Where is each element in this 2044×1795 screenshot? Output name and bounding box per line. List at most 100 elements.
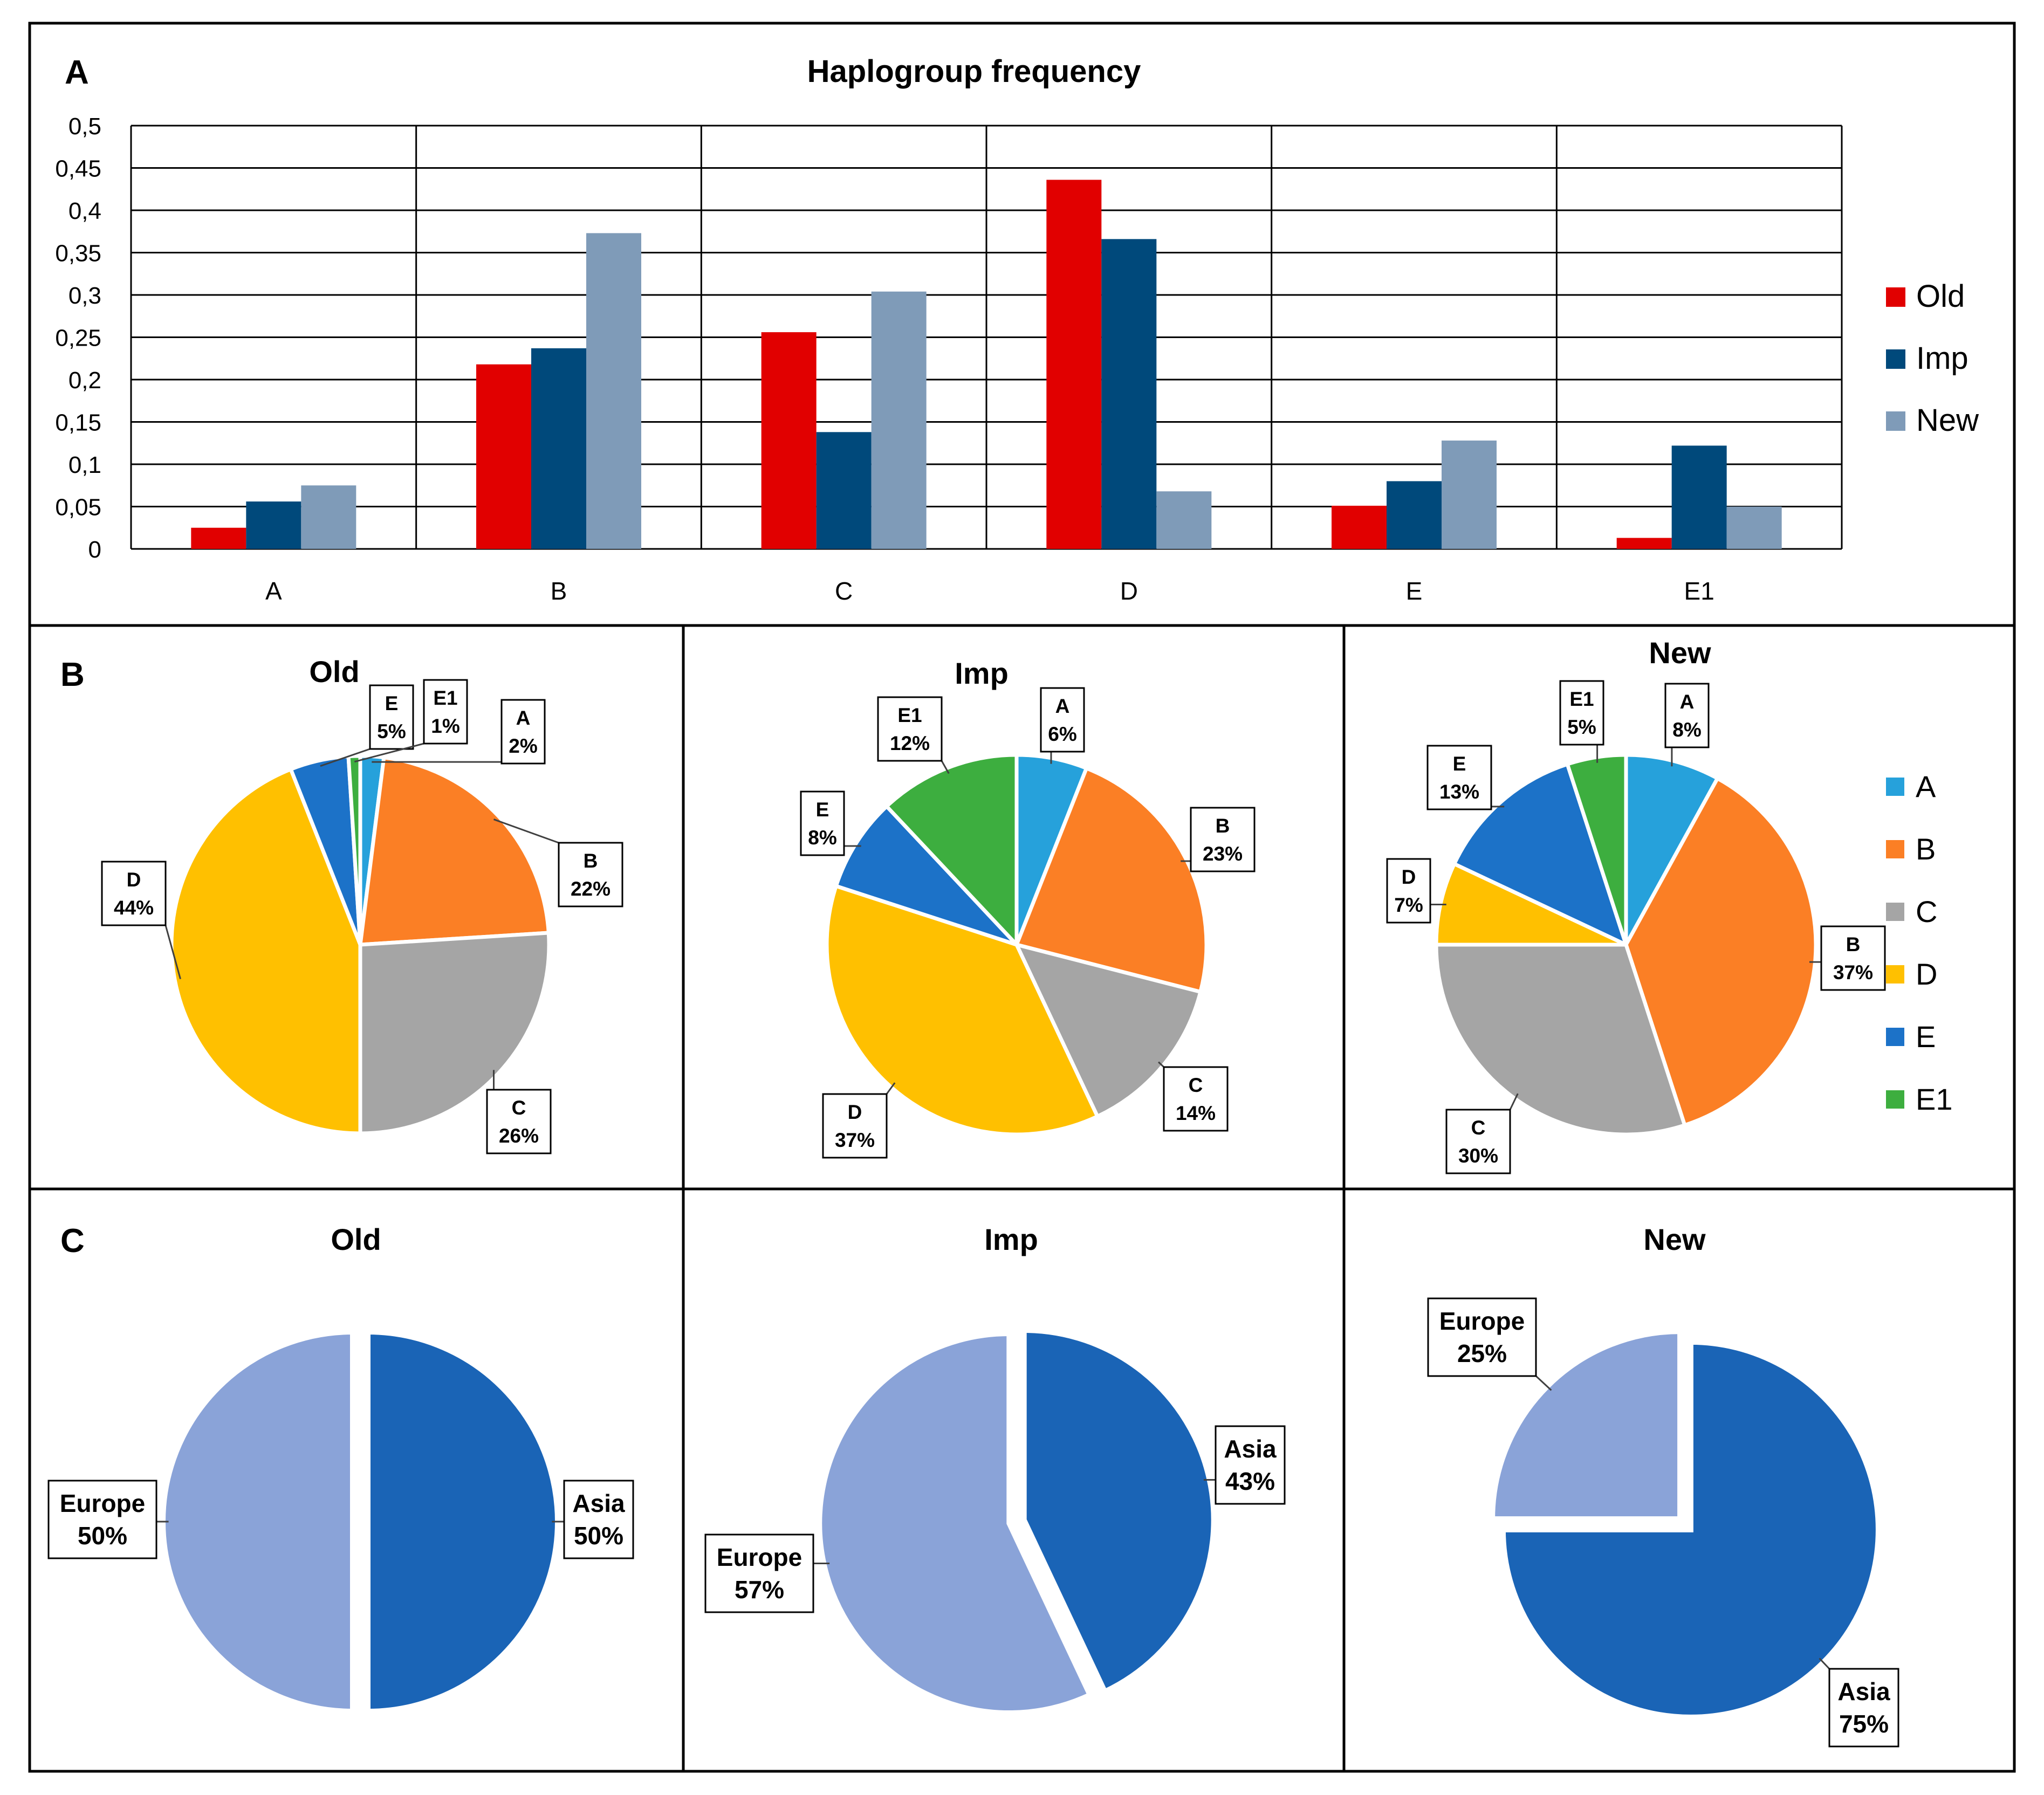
bar-chart-y-axis: 0 0,05 0,1 0,15 0,2 0,25 0,3 0,35 0,4 0,45 0,5 [55,113,101,563]
bar [246,501,301,549]
slice-label: E1 [1569,688,1594,710]
slice-percent: 25% [1457,1339,1507,1367]
slice-percent: 8% [808,827,836,849]
bar [476,364,531,549]
slice-label: B [1846,933,1861,955]
callout-box [423,679,468,745]
slice-label: Europe [1439,1307,1525,1335]
slice-label: C [1471,1117,1486,1139]
x-tick-label: D [1120,577,1138,605]
region-pie-imp-title: Imp [984,1222,1038,1256]
pie-slice [1624,753,1720,946]
bar [816,432,872,549]
bar [586,233,641,549]
callout-box [704,1533,814,1613]
slice-label: A [516,707,531,729]
bar-chart-x-axis: A B C D E E1 [265,577,1714,605]
slice-percent: 7% [1394,894,1423,916]
legend-label: C [1916,895,1937,929]
pie-old-title: Old [309,655,359,689]
pie-slice [358,755,551,947]
slice-percent: 50% [574,1522,623,1550]
pie-slice [1021,1327,1217,1696]
slice-percent: 14% [1176,1102,1216,1124]
bar [1387,481,1442,549]
pie-slice [1014,766,1209,994]
callout-box [877,696,943,762]
slice-percent: 5% [377,720,406,742]
callout-leader [320,748,371,767]
pie-imp-title: Imp [955,656,1009,690]
pie-slice [1434,861,1627,947]
y-tick-label: 0,25 [55,325,101,352]
slice-percent: 26% [499,1125,539,1147]
slice-label: C [1189,1074,1203,1096]
y-tick-label: 0 [88,537,101,563]
slice-percent: 57% [735,1576,784,1604]
callout-leader [164,925,181,980]
slice-label: A [1680,691,1695,713]
pie-new-title: New [1649,636,1711,670]
callout-box [369,684,414,750]
callout-box [500,699,546,765]
bar [1442,441,1497,549]
x-tick-label: E [1406,577,1423,605]
bar [1156,491,1212,549]
region-pie-old-title: Old [331,1222,381,1256]
legend-swatch [1886,1028,1904,1046]
slice-label: Europe [60,1489,145,1517]
bar [531,348,586,549]
callout-box [47,1480,157,1559]
x-tick-label: E1 [1684,577,1714,605]
y-tick-label: 0,05 [55,494,101,521]
bar [1332,505,1387,549]
callout-box [558,842,623,907]
callout-box [1664,683,1710,748]
panel-c-new-frame [1342,1187,2016,1773]
slice-percent: 37% [1833,961,1873,984]
slice-percent: 6% [1048,723,1076,745]
callout-box [1426,745,1492,810]
callout-box [486,1089,552,1154]
slice-percent: 44% [114,897,154,919]
slice-percent: 30% [1458,1145,1498,1167]
bar-chart-title: Haplogroup frequency [807,54,1141,89]
callout-leader [1509,1093,1519,1110]
slice-percent: 43% [1225,1467,1275,1495]
x-tick-label: A [265,577,282,605]
pie-charts: A 2% B 22% C 26% D 44% E 5% E1 1% A 6% B 23% C 14% D 37% E 8%… [47,679,1899,1748]
slice-percent: 1% [431,715,459,737]
y-tick-label: 0,35 [55,240,101,267]
legend-swatch [1886,778,1904,796]
callout-box [1190,807,1256,872]
legend-label: E [1916,1020,1936,1054]
bar [1046,180,1102,549]
y-tick-label: 0,45 [55,156,101,182]
y-tick-label: 0,15 [55,410,101,436]
slice-label: E [1453,753,1466,775]
legend-swatch [1886,287,1905,307]
panel-label-b: B [60,656,85,693]
callout-leader [493,819,559,844]
callout-leader [1535,1375,1552,1391]
legend-swatch [1886,349,1905,369]
callout-leader [354,742,424,763]
slice-label: B [1216,815,1230,837]
bar-chart-bars [191,180,1782,549]
pie-slice [169,767,362,1136]
slice-label: Asia [1837,1677,1890,1705]
legend-label: A [1916,769,1936,803]
callout-box [822,1093,888,1159]
pie-slice [1434,943,1688,1137]
bar-chart-grid [130,125,1843,550]
pie-slice [1451,761,1629,948]
slice-label: E1 [433,687,457,709]
callout-leader [941,760,950,774]
bar [761,332,817,549]
legend-label: New [1916,403,1979,438]
bar [1101,239,1157,549]
bar [1671,445,1727,549]
slice-label: E [385,692,399,714]
callout-box [1820,925,1886,991]
